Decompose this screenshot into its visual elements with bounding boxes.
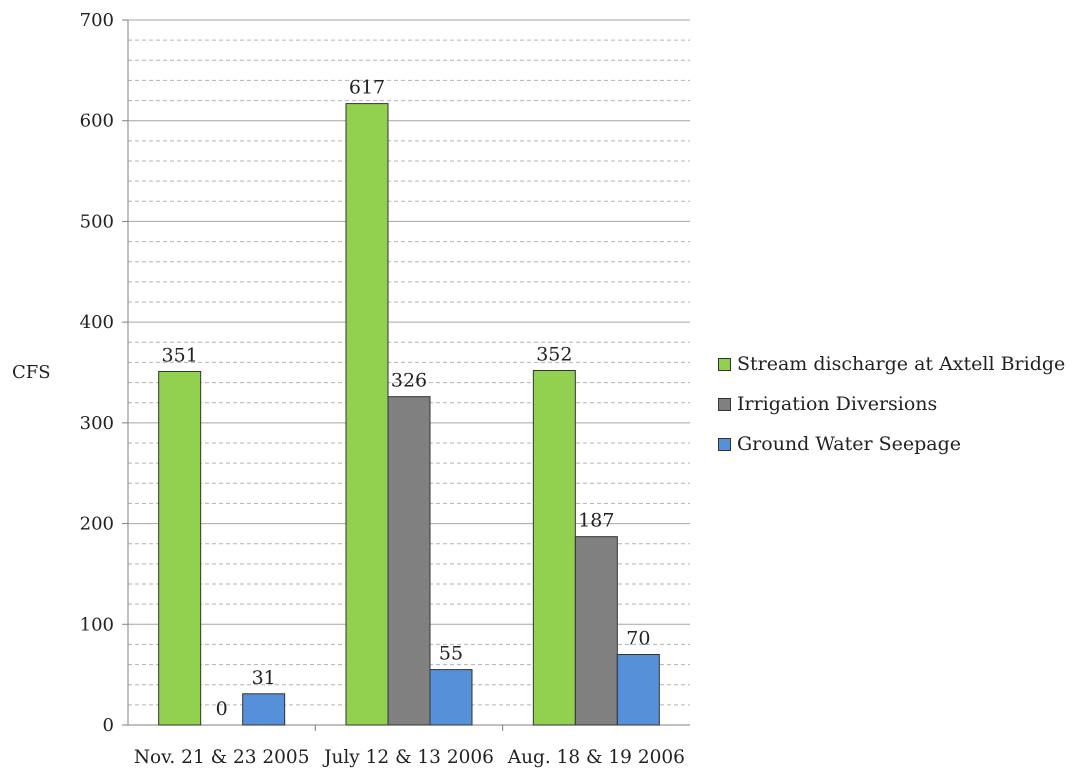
data-label: 351 (162, 344, 198, 366)
legend-swatch-seepage (718, 437, 731, 451)
bar (574, 536, 618, 726)
y-tick-label: 600 (80, 111, 114, 132)
legend-label-stream: Stream discharge at Axtell Bridge (737, 353, 1066, 375)
legend-swatch-stream (718, 357, 731, 371)
legend-item-seepage: Ground Water Seepage (718, 424, 1065, 464)
data-label: 187 (578, 510, 614, 532)
legend-swatch-irrigation (718, 397, 731, 411)
data-label: 31 (252, 667, 276, 689)
y-tick-label: 400 (80, 312, 114, 333)
bar (242, 693, 286, 726)
bar (345, 103, 389, 726)
x-tick-label: July 12 & 13 2006 (322, 747, 494, 768)
data-label: 70 (626, 628, 650, 650)
data-label: 0 (216, 698, 228, 720)
legend: Stream discharge at Axtell Bridge Irriga… (718, 344, 1065, 464)
legend-label-irrigation: Irrigation Diversions (737, 393, 938, 415)
y-tick-label: 300 (80, 413, 114, 434)
bar (532, 369, 576, 726)
y-axis-label: CFS (12, 362, 51, 383)
bar (616, 654, 660, 726)
y-tick-label: 0 (103, 715, 114, 736)
bar (387, 396, 431, 726)
bar (158, 370, 202, 726)
legend-item-stream: Stream discharge at Axtell Bridge (718, 344, 1065, 384)
y-tick-label: 100 (80, 614, 114, 635)
x-tick-label: Nov. 21 & 23 2005 (134, 747, 310, 768)
data-label: 617 (349, 77, 385, 99)
data-label: 326 (391, 370, 427, 392)
y-tick-label: 200 (80, 514, 114, 535)
y-tick-label: 500 (80, 211, 114, 232)
bar (429, 669, 473, 726)
data-label: 55 (439, 643, 463, 665)
legend-item-irrigation: Irrigation Diversions (718, 384, 1065, 424)
y-tick-label: 700 (80, 10, 114, 31)
legend-label-seepage: Ground Water Seepage (737, 433, 961, 455)
x-tick-label: Aug. 18 & 19 2006 (507, 747, 685, 768)
data-label: 352 (536, 343, 572, 365)
